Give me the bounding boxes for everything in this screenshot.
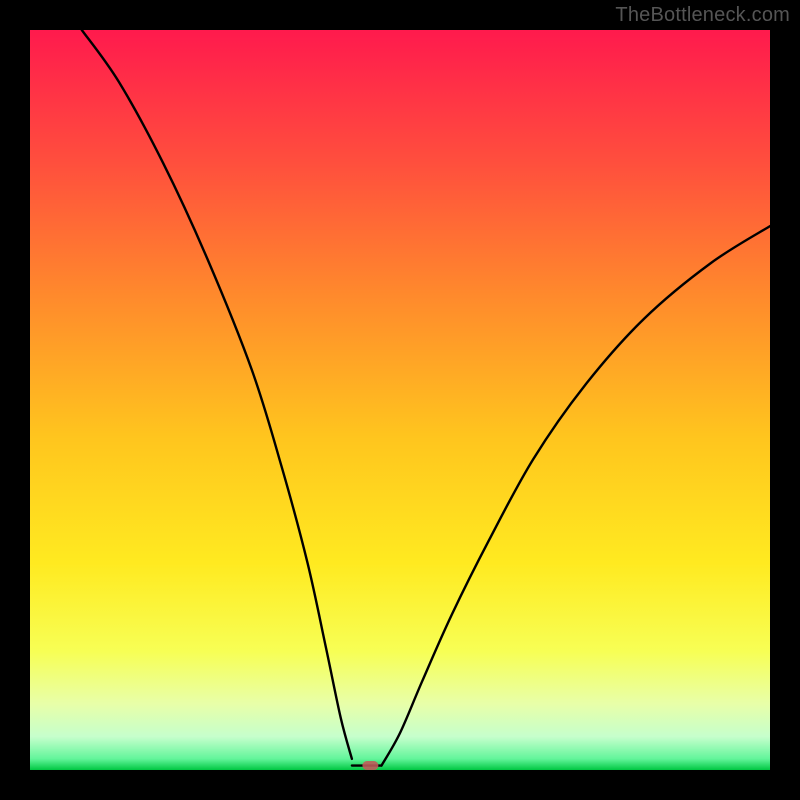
chart-container: TheBottleneck.com xyxy=(0,0,800,800)
attribution-text: TheBottleneck.com xyxy=(615,4,790,27)
plot-gradient-background xyxy=(30,30,770,770)
bottleneck-curve-chart xyxy=(0,0,800,800)
optimal-point-marker xyxy=(362,761,378,770)
